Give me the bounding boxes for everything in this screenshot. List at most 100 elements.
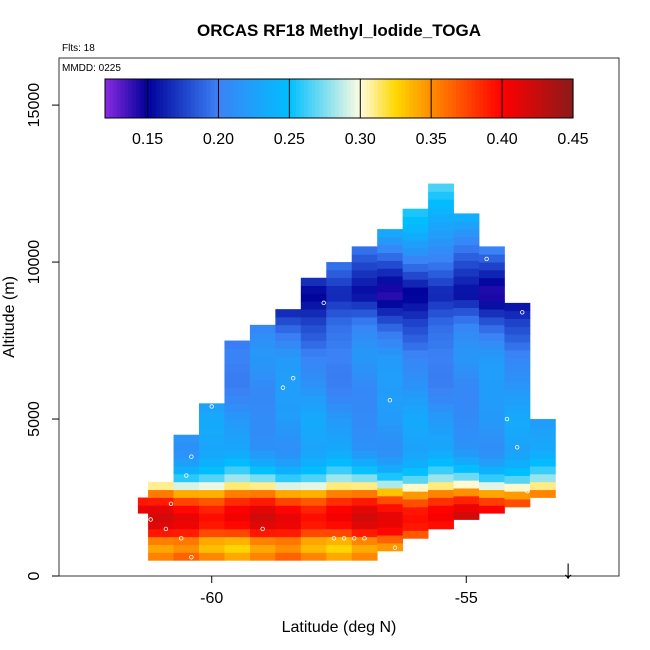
colorbar-swatch xyxy=(225,79,231,118)
heatmap-cell xyxy=(453,472,480,481)
heatmap-cell xyxy=(453,488,480,497)
heatmap-cell xyxy=(504,326,531,335)
colorbar-swatch xyxy=(514,79,519,118)
heatmap-cell xyxy=(275,379,302,389)
colorbar-swatch xyxy=(541,79,547,118)
heatmap-cell xyxy=(479,466,505,475)
heatmap-cell xyxy=(428,513,454,522)
heatmap-cell xyxy=(428,238,454,247)
colorbar-tick-label: 0.25 xyxy=(274,131,305,148)
heatmap-cell xyxy=(224,419,251,428)
y-axis: 0 5000 10000 15000 xyxy=(26,83,59,580)
colorbar-swatch xyxy=(144,79,149,118)
heatmap-cell xyxy=(300,332,327,341)
colorbar-swatch xyxy=(448,79,453,118)
heatmap-cell xyxy=(479,285,505,294)
colorbar-swatch xyxy=(292,79,297,118)
sample-point xyxy=(168,501,174,506)
heatmap-cell xyxy=(275,340,302,349)
heatmap-cell xyxy=(529,426,556,436)
colorbar-swatch xyxy=(475,79,480,118)
heatmap-cell xyxy=(199,513,225,522)
heatmap-cell xyxy=(453,503,480,513)
heatmap-cell xyxy=(479,426,505,436)
heatmap-cell xyxy=(402,310,429,319)
colorbar-swatch xyxy=(456,79,461,118)
heatmap-cell xyxy=(402,263,429,272)
heatmap-cell xyxy=(504,357,531,367)
sample-point xyxy=(311,561,316,566)
heatmap-cell xyxy=(224,450,251,459)
sample-point xyxy=(189,554,194,560)
heatmap-cell xyxy=(402,279,429,288)
colorbar-swatch xyxy=(296,79,301,118)
heatmap-cell xyxy=(351,340,378,349)
heatmap-cell xyxy=(326,426,353,436)
heatmap-cell xyxy=(326,269,353,279)
heatmap-cell xyxy=(275,324,302,334)
heatmap-cell xyxy=(402,302,429,312)
heatmap-cell xyxy=(326,466,353,475)
colorbar-swatch xyxy=(159,79,165,118)
colorbar-swatch xyxy=(495,79,500,118)
heatmap-cell xyxy=(479,371,505,381)
heatmap-cell xyxy=(377,401,404,411)
heatmap-cell xyxy=(326,293,353,302)
colorbar-swatch xyxy=(210,79,215,118)
colorbar-swatch xyxy=(537,79,543,118)
heatmap-cell xyxy=(402,451,429,461)
heatmap-cell xyxy=(504,428,531,437)
heatmap-cell xyxy=(300,536,327,546)
heatmap-cell xyxy=(351,544,378,553)
heatmap-cell xyxy=(275,332,302,341)
heatmap-cell xyxy=(428,317,454,326)
colorbar-swatch xyxy=(245,79,250,118)
heatmap-cell xyxy=(428,473,454,483)
heatmap-cell xyxy=(224,403,251,412)
heatmap-cell xyxy=(173,442,200,451)
heatmap-cell xyxy=(249,403,276,412)
heatmap-cell xyxy=(275,528,302,538)
heatmap-cell xyxy=(428,403,454,412)
heatmap-cell xyxy=(326,332,353,341)
heatmap-cell xyxy=(402,444,429,453)
heatmap-cell xyxy=(199,411,225,420)
heatmap-cell xyxy=(402,491,429,500)
heatmap-cell xyxy=(275,497,302,506)
colorbar-swatch xyxy=(471,79,477,118)
heatmap-cells xyxy=(137,183,556,561)
colorbar-swatch xyxy=(214,79,219,118)
heatmap-cell xyxy=(199,426,225,436)
x-tick-label: -60 xyxy=(200,590,223,607)
heatmap-cell xyxy=(428,466,454,475)
heatmap-cell xyxy=(199,466,225,475)
colorbar-swatch xyxy=(108,79,114,118)
heatmap-cell xyxy=(199,544,225,553)
colorbar-swatch xyxy=(405,79,410,118)
heatmap-cell xyxy=(300,277,327,287)
heatmap-cell xyxy=(428,442,454,451)
heatmap-cell xyxy=(402,499,429,508)
sample-point xyxy=(392,545,398,550)
heatmap-cell xyxy=(300,466,327,475)
heatmap-cell xyxy=(479,262,505,271)
heatmap-cell xyxy=(504,491,531,500)
heatmap-cell xyxy=(479,497,505,506)
heatmap-cell xyxy=(326,552,353,561)
heatmap-cell xyxy=(377,236,404,246)
heatmap-cell xyxy=(402,506,429,516)
heatmap-cell xyxy=(326,442,353,451)
heatmap-cell xyxy=(351,552,378,561)
heatmap-cell xyxy=(351,332,378,341)
colorbar-swatch xyxy=(163,79,168,118)
colorbar-swatch xyxy=(502,79,508,118)
heatmap-cell xyxy=(326,521,353,530)
heatmap-cell xyxy=(377,448,404,458)
heatmap-cell xyxy=(377,370,404,379)
sample-point xyxy=(504,416,510,422)
heatmap-cell xyxy=(224,473,251,483)
heatmap-cell xyxy=(377,378,404,387)
heatmap-cell xyxy=(402,530,429,539)
heatmap-cell xyxy=(300,521,327,530)
heatmap-cell xyxy=(377,535,404,544)
